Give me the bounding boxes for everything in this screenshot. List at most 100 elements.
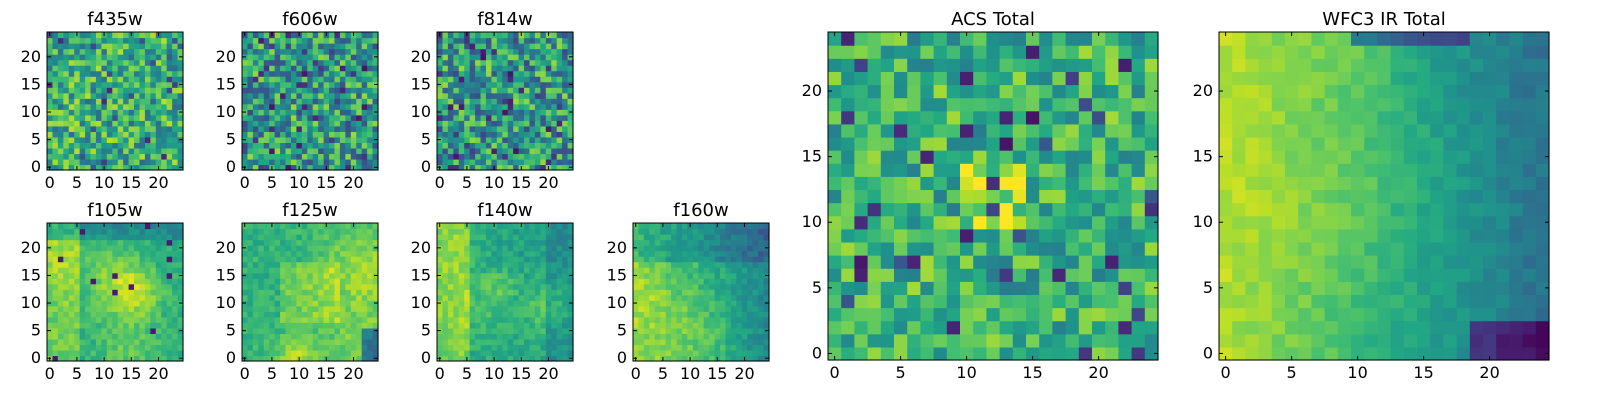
heatmap-cell <box>556 76 563 83</box>
heatmap-cell <box>534 322 541 329</box>
heatmap-cell <box>485 338 492 346</box>
heatmap-cell <box>469 316 476 323</box>
heatmap-cell <box>242 322 249 329</box>
heatmap-cell <box>442 120 449 127</box>
heatmap-cell <box>106 239 113 246</box>
heatmap-cell <box>534 245 541 252</box>
heatmap-cell <box>720 289 727 296</box>
heatmap-cell <box>177 223 184 230</box>
heatmap-cell <box>1078 189 1093 204</box>
heatmap-cell <box>117 239 124 246</box>
heatmap-cell <box>258 300 265 307</box>
heatmap-cell <box>47 333 54 340</box>
heatmap-cell <box>134 278 141 285</box>
heatmap-cell <box>524 311 531 318</box>
heatmap-cell <box>161 278 168 285</box>
heatmap-cell <box>63 261 70 268</box>
heatmap-cell <box>361 164 368 171</box>
heatmap-cell <box>660 239 667 246</box>
heatmap-cell <box>95 136 102 143</box>
heatmap-cell <box>57 250 64 257</box>
heatmap-cell <box>323 153 330 160</box>
heatmap-cell <box>95 70 102 77</box>
heatmap-cell <box>301 158 308 166</box>
heatmap-cell <box>334 103 341 110</box>
heatmap-cell <box>534 338 541 346</box>
heatmap-cell <box>177 32 184 39</box>
heatmap-cell <box>339 103 346 110</box>
heatmap-cell <box>475 142 482 149</box>
heatmap-cell <box>513 223 520 230</box>
heatmap-cell <box>117 142 124 149</box>
heatmap-cell <box>95 109 102 116</box>
heatmap-cell <box>307 300 314 307</box>
heatmap-cell <box>507 98 514 105</box>
heatmap-cell <box>496 109 503 116</box>
heatmap-cell <box>1065 189 1080 204</box>
heatmap-cell <box>485 245 492 252</box>
heatmap-cell <box>654 305 661 312</box>
heatmap-cell <box>1118 307 1133 322</box>
heatmap-cell <box>274 283 281 290</box>
heatmap-cell <box>356 223 363 230</box>
heatmap-cell <box>671 333 678 340</box>
heatmap-cell <box>252 43 259 50</box>
heatmap-cell <box>269 92 276 99</box>
heatmap-cell <box>907 202 921 217</box>
heatmap-cell <box>660 344 667 351</box>
heatmap-cell <box>128 322 135 329</box>
heatmap-cell <box>79 338 86 346</box>
heatmap-cell <box>491 153 498 160</box>
heatmap-cell <box>367 228 374 235</box>
heatmap-cell <box>518 333 525 340</box>
heatmap-cell <box>649 283 656 290</box>
heatmap-cell <box>350 136 357 143</box>
heatmap-cell <box>534 164 541 171</box>
heatmap-cell <box>453 32 460 39</box>
heatmap-cell <box>290 54 297 61</box>
heatmap-cell <box>161 311 168 318</box>
heatmap-cell <box>312 164 319 171</box>
heatmap-cell <box>361 311 368 318</box>
heatmap-cell <box>660 294 667 301</box>
heatmap-cell <box>290 294 297 301</box>
heatmap-cell <box>518 120 525 127</box>
heatmap-cell <box>134 136 141 143</box>
heatmap-cell <box>1144 215 1159 230</box>
heatmap-cell <box>161 65 168 72</box>
heatmap-cell <box>638 316 645 323</box>
heatmap-cell <box>79 153 86 160</box>
heatmap-cell <box>567 147 574 155</box>
heatmap-cell <box>128 278 135 285</box>
heatmap-cell <box>518 338 525 346</box>
heatmap-cell <box>480 120 487 127</box>
heatmap-cell <box>123 37 130 44</box>
heatmap-cell <box>545 228 552 235</box>
heatmap-cell <box>68 250 75 257</box>
heatmap-cell <box>139 327 146 334</box>
heatmap-cell <box>747 267 754 274</box>
heatmap-cell <box>973 320 987 335</box>
heatmap-cell <box>258 131 265 138</box>
heatmap-cell <box>134 311 141 318</box>
x-tick-label: 10 <box>289 364 309 383</box>
heatmap-cell <box>258 59 265 66</box>
heatmap-cell <box>74 120 81 127</box>
heatmap-cell <box>155 239 162 246</box>
heatmap-cell <box>345 272 352 279</box>
heatmap-cell <box>529 305 536 312</box>
heatmap-cell <box>74 338 81 346</box>
heatmap-cell <box>442 267 449 274</box>
heatmap-cell <box>134 261 141 268</box>
heatmap-cell <box>307 76 314 83</box>
heatmap-cell <box>252 153 259 160</box>
heatmap-cell <box>491 87 498 94</box>
heatmap-cell <box>518 54 525 61</box>
heatmap-cell <box>447 250 454 257</box>
heatmap-cell <box>269 59 276 66</box>
heatmap-cell <box>453 250 460 257</box>
heatmap-cell <box>854 307 869 322</box>
axes-frame <box>436 222 574 362</box>
heatmap-cell <box>79 142 86 149</box>
heatmap-cell <box>567 234 574 241</box>
